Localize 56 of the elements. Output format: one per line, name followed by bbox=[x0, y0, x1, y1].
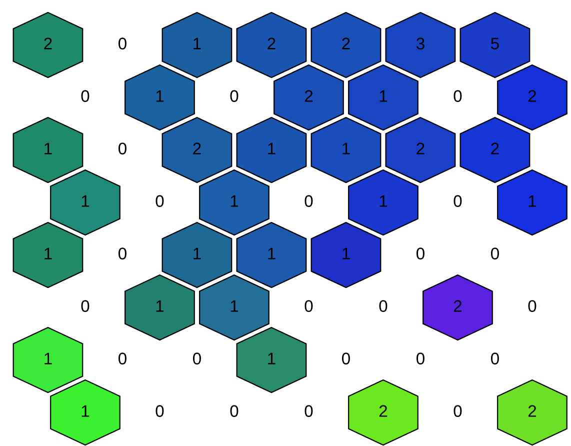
data-label: 1 bbox=[268, 248, 276, 260]
data-label: 0 bbox=[379, 300, 388, 312]
data-label: 0 bbox=[118, 352, 126, 364]
data-label: 1 bbox=[44, 248, 52, 260]
data-label: 2 bbox=[528, 90, 536, 102]
data-label: 1 bbox=[156, 90, 164, 102]
data-label: 0 bbox=[156, 195, 164, 207]
data-label: 0 bbox=[230, 405, 238, 417]
data-label: 1 bbox=[342, 248, 350, 260]
data-label: 1 bbox=[230, 195, 238, 207]
data-label: 0 bbox=[118, 248, 126, 260]
data-label: 2 bbox=[193, 142, 201, 154]
data-label: 1 bbox=[268, 142, 276, 154]
data-label: 0 bbox=[304, 300, 313, 312]
data-label: 1 bbox=[44, 352, 52, 364]
data-label: 2 bbox=[44, 38, 52, 50]
data-label: 1 bbox=[528, 195, 536, 207]
data-label: 0 bbox=[230, 90, 238, 102]
data-label: 2 bbox=[268, 38, 276, 50]
data-label: 2 bbox=[342, 38, 350, 50]
data-label: 1 bbox=[268, 352, 276, 364]
data-label: 1 bbox=[194, 248, 201, 260]
data-label: 0 bbox=[490, 352, 499, 364]
data-label: 0 bbox=[81, 90, 90, 102]
data-label: 2 bbox=[416, 142, 424, 154]
data-label: 1 bbox=[380, 195, 388, 207]
data-label: 5 bbox=[491, 38, 499, 50]
data-label: 2 bbox=[491, 142, 499, 154]
data-label: 1 bbox=[230, 300, 238, 312]
data-label: 0 bbox=[118, 38, 126, 50]
data-label: 2 bbox=[454, 300, 462, 312]
data-label: 0 bbox=[81, 300, 90, 312]
data-label: 0 bbox=[490, 248, 499, 260]
data-label: 0 bbox=[118, 142, 126, 154]
data-label: 0 bbox=[342, 352, 350, 364]
data-label: 0 bbox=[416, 352, 424, 364]
data-label: 1 bbox=[82, 405, 90, 417]
data-label: 1 bbox=[380, 90, 388, 102]
data-label: 0 bbox=[416, 248, 424, 260]
data-label: 3 bbox=[416, 38, 424, 50]
data-label: 1 bbox=[342, 142, 350, 154]
data-label: 2 bbox=[379, 405, 388, 417]
data-label: 0 bbox=[528, 300, 536, 312]
data-label: 1 bbox=[194, 38, 201, 50]
data-label: 2 bbox=[528, 405, 536, 417]
data-label: 0 bbox=[304, 405, 313, 417]
data-label: 2 bbox=[304, 90, 313, 102]
data-label: 0 bbox=[192, 352, 201, 364]
data-label: 1 bbox=[44, 142, 52, 154]
data-label: 0 bbox=[156, 405, 164, 417]
data-label: 1 bbox=[82, 195, 90, 207]
data-label: 0 bbox=[454, 90, 462, 102]
data-label: 0 bbox=[304, 195, 313, 207]
data-label: 0 bbox=[454, 405, 462, 417]
data-label: 1 bbox=[156, 300, 164, 312]
data-label: 0 bbox=[454, 195, 462, 207]
